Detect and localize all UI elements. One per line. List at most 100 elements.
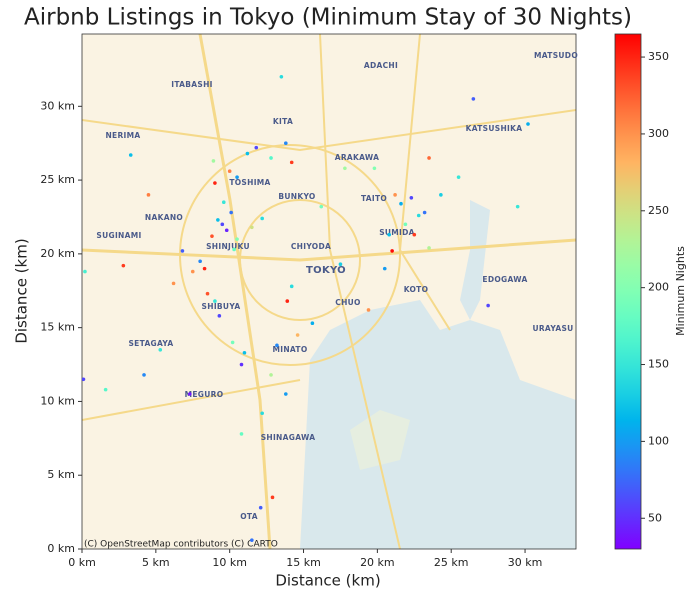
x-tick-label: 10 km (212, 556, 247, 569)
listing-point (279, 74, 284, 79)
listing-point (338, 262, 343, 267)
listing-point (486, 303, 490, 308)
map-label: KATSUSHIKA (466, 124, 523, 133)
listing-point (515, 204, 520, 209)
listing-point (393, 193, 397, 197)
listing-point (422, 210, 427, 215)
listing-point (319, 204, 324, 209)
listing-point (229, 210, 233, 215)
x-tick-label: 0 km (68, 556, 96, 569)
attribution: (C) OpenStreetMap contributors (C) CARTO (84, 540, 278, 550)
listing-point (128, 153, 133, 157)
y-tick-label: 0 km (47, 542, 75, 555)
map-label: SHINAGAWA (261, 433, 316, 442)
listing-point (239, 432, 244, 436)
listing-point (269, 156, 273, 160)
listing-point (83, 269, 87, 274)
listing-point (121, 263, 126, 268)
points (82, 74, 530, 542)
listing-point (284, 141, 288, 145)
listing-point (275, 343, 279, 348)
listing-point (471, 97, 476, 101)
x-tick-label: 30 km (508, 556, 543, 569)
map-label: KITA (273, 117, 293, 126)
map-label: URAYASU (532, 324, 573, 333)
x-tick-label: 25 km (434, 556, 469, 569)
listing-point (220, 222, 225, 227)
x-tick-label: 20 km (360, 556, 395, 569)
listing-point (213, 181, 217, 185)
listing-point (403, 222, 408, 227)
map-label: SUMIDA (379, 228, 415, 237)
listing-point (221, 200, 226, 205)
listing-point (387, 232, 391, 237)
listing-point (399, 201, 403, 206)
listing-point (180, 249, 185, 253)
x-tick-label: 5 km (142, 556, 170, 569)
listing-point (289, 160, 294, 165)
y-tick-label: 5 km (47, 468, 75, 481)
listing-point (390, 249, 394, 253)
colorbar-tick-label: 350 (648, 50, 669, 63)
map-label: MINATO (272, 345, 307, 354)
listing-point (295, 333, 300, 337)
listing-point (416, 213, 421, 218)
listing-point (250, 538, 254, 542)
listing-point (409, 195, 414, 200)
listing-point (284, 392, 288, 396)
listing-point (232, 247, 236, 252)
listing-point (190, 269, 195, 274)
map-label: ADACHI (364, 61, 398, 70)
listing-point (146, 193, 151, 197)
chart-title: Airbnb Listings in Tokyo (Minimum Stay o… (24, 5, 632, 31)
listing-point (210, 234, 214, 238)
listing-point (202, 266, 207, 271)
listing-point (439, 193, 443, 197)
colorbar-tick-label: 300 (648, 127, 669, 140)
x-axis-label: Distance (km) (275, 572, 380, 590)
listing-point (213, 299, 217, 303)
y-tick-label: 25 km (40, 173, 75, 186)
colorbar-tick-label: 100 (648, 434, 669, 447)
listing-point (239, 362, 244, 367)
map-label: OTA (240, 512, 258, 521)
basemap (82, 34, 576, 549)
listing-point (456, 175, 461, 179)
listing-point (103, 387, 108, 392)
y-tick-label: 30 km (40, 99, 75, 112)
listing-point (245, 151, 250, 156)
listing-point (260, 411, 264, 416)
map-label: KOTO (404, 285, 429, 294)
listing-point (366, 308, 371, 312)
listing-point (427, 246, 431, 250)
map-label: ARAKAWA (335, 153, 380, 162)
plot-frame (81, 33, 577, 550)
map-label: TOKYO (306, 265, 346, 276)
listing-point (526, 122, 530, 126)
listing-point (242, 350, 247, 355)
listing-point (285, 299, 290, 303)
map-label: MEGURO (185, 390, 224, 399)
listing-point (224, 228, 229, 233)
listing-point (171, 281, 176, 286)
map-label: CHIYODA (291, 242, 331, 251)
listing-point (211, 159, 216, 163)
map-label: TOSHIMA (229, 178, 270, 187)
map-label: SETAGAYA (128, 339, 173, 348)
colorbar-tick-label: 150 (648, 358, 669, 371)
listing-point (269, 373, 273, 377)
listing-point (412, 232, 417, 237)
y-axis-label: Distance (km) (13, 238, 31, 343)
listing-point (230, 340, 235, 345)
listing-point (227, 169, 232, 174)
listing-point (254, 145, 259, 150)
map-label: TAITO (361, 194, 387, 203)
listing-point (142, 373, 146, 377)
map-label: CHUO (335, 298, 360, 307)
map-label: SUGINAMI (96, 231, 141, 240)
map-label: SHINJUKU (206, 242, 250, 251)
colorbar (614, 33, 642, 550)
map-label: NAKANO (145, 213, 183, 222)
y-tick-label: 15 km (40, 321, 75, 334)
colorbar-label: Minimum Nights (674, 246, 687, 336)
